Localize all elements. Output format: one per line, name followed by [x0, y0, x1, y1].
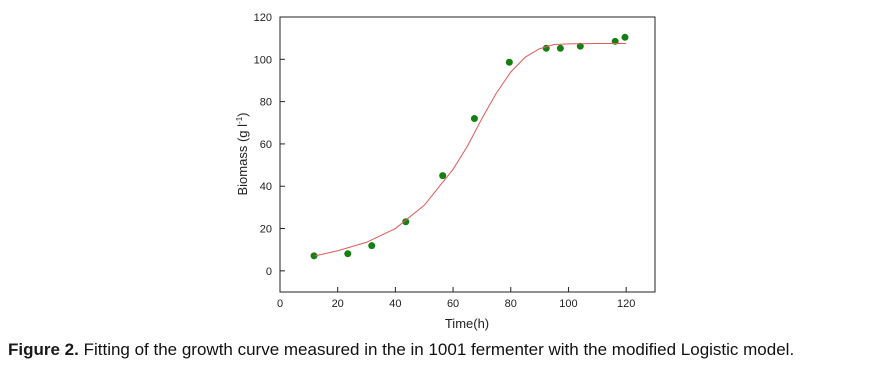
data-point — [402, 218, 410, 226]
y-axis-label: Biomass (g l-1) — [235, 113, 250, 196]
y-axis-label-text: Biomass (g l — [235, 124, 250, 196]
y-tick-label: 100 — [254, 54, 272, 66]
x-tick-label: 80 — [505, 298, 517, 310]
data-point — [576, 42, 584, 50]
caption-text: Fitting of the growth curve measured in … — [78, 340, 795, 359]
chart: Time(h) 0 20 40 60 80 100 120 0 20 40 60 80 100 120 Bi… — [235, 12, 656, 331]
y-tick-label: 120 — [254, 12, 272, 24]
x-tick-label: 20 — [332, 298, 344, 310]
y-tick-label: 20 — [260, 224, 272, 236]
x-tick-label: 120 — [617, 298, 635, 310]
x-tick-label: 40 — [389, 298, 401, 310]
data-point — [439, 172, 447, 180]
x-axis-label: Time(h) — [445, 316, 489, 331]
plot-frame — [279, 16, 656, 293]
caption-label: Figure 2. — [8, 340, 79, 359]
caption: Figure 2. Fitting of the growth curve me… — [8, 340, 794, 360]
y-axis-label-sup: -1 — [235, 116, 244, 124]
data-point — [505, 58, 513, 66]
data-point — [368, 242, 376, 250]
y-tick-label: 80 — [260, 97, 272, 109]
fit-curve — [314, 42, 627, 257]
data-point — [310, 252, 318, 260]
x-tick-label: 100 — [559, 298, 577, 310]
data-point — [344, 250, 352, 258]
y-tick-label: 40 — [260, 181, 272, 193]
y-tick-label: 0 — [266, 266, 272, 278]
data-point — [621, 33, 629, 41]
x-tick-label: 0 — [277, 298, 283, 310]
x-tick-label: 60 — [447, 298, 459, 310]
data-point — [556, 44, 564, 52]
data-point — [470, 115, 478, 123]
y-axis-label-suffix: ) — [235, 113, 250, 117]
y-tick-label: 60 — [260, 139, 272, 151]
